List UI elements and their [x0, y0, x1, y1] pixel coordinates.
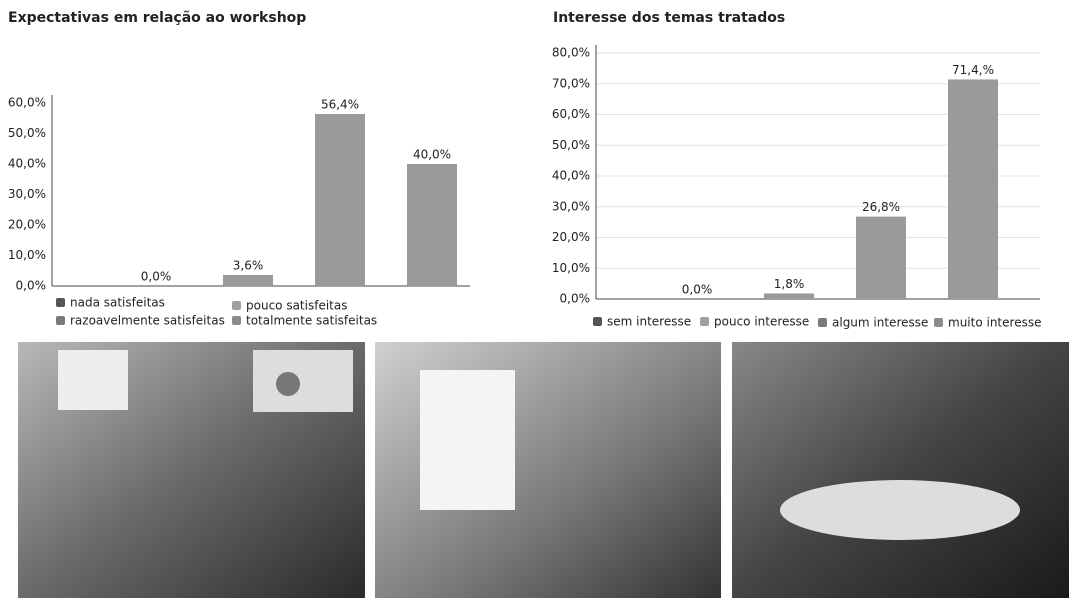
chart-title: Expectativas em relação ao workshop [8, 10, 306, 26]
legend-swatch [232, 301, 241, 310]
legend-label: muito interesse [948, 316, 1041, 330]
legend-label: algum interesse [832, 316, 928, 330]
value-label: 0,0% [141, 270, 172, 284]
value-label: 71,4,% [952, 63, 994, 77]
y-tick-label: 10,0% [8, 248, 46, 262]
photo [732, 342, 1069, 598]
value-label: 56,4% [321, 97, 359, 111]
photos [18, 342, 1069, 598]
y-tick-label: 20,0% [552, 230, 590, 244]
legend-label: pouco interesse [714, 315, 809, 329]
y-tick-label: 70,0% [552, 76, 590, 90]
y-tick-label: 60,0% [8, 96, 46, 110]
photo-screen [253, 350, 353, 412]
y-tick-label: 40,0% [8, 157, 46, 171]
bar [223, 275, 273, 286]
y-tick-label: 30,0% [552, 199, 590, 213]
value-label: 26,8% [862, 200, 900, 214]
legend-label: nada satisfeitas [70, 296, 165, 310]
y-tick-label: 80,0% [552, 46, 590, 60]
photo-window [58, 350, 128, 410]
y-tick-label: 30,0% [8, 187, 46, 201]
legend-label: totalmente satisfeitas [246, 314, 377, 328]
value-label: 1,8% [774, 277, 805, 291]
legend-swatch [700, 317, 709, 326]
legend-swatch [56, 316, 65, 325]
bar [315, 113, 365, 286]
chart-title: Interesse dos temas tratados [553, 10, 785, 26]
value-label: 3,6% [233, 259, 264, 273]
y-tick-label: 50,0% [552, 138, 590, 152]
legend-swatch [56, 298, 65, 307]
photo-flipchart [420, 370, 515, 510]
y-tick-label: 20,0% [8, 218, 46, 232]
y-tick-label: 0,0% [560, 292, 591, 306]
bar [407, 164, 457, 286]
legend-label: pouco satisfeitas [246, 299, 347, 313]
y-tick-label: 60,0% [552, 107, 590, 121]
bar [948, 79, 998, 299]
legend-swatch [232, 316, 241, 325]
bar [856, 216, 906, 299]
photo-table [780, 480, 1020, 540]
y-tick-label: 50,0% [8, 126, 46, 140]
legend-swatch [934, 318, 943, 327]
y-tick-label: 40,0% [552, 169, 590, 183]
bar [764, 293, 814, 299]
legend-swatch [818, 318, 827, 327]
y-tick-label: 10,0% [552, 261, 590, 275]
value-label: 40,0% [413, 148, 451, 162]
legend-label: sem interesse [607, 315, 691, 329]
photo-pie [276, 372, 300, 396]
value-label: 0,0% [682, 283, 713, 297]
legend-label: razoavelmente satisfeitas [70, 314, 225, 328]
y-tick-label: 0,0% [16, 279, 47, 293]
legend-swatch [593, 317, 602, 326]
